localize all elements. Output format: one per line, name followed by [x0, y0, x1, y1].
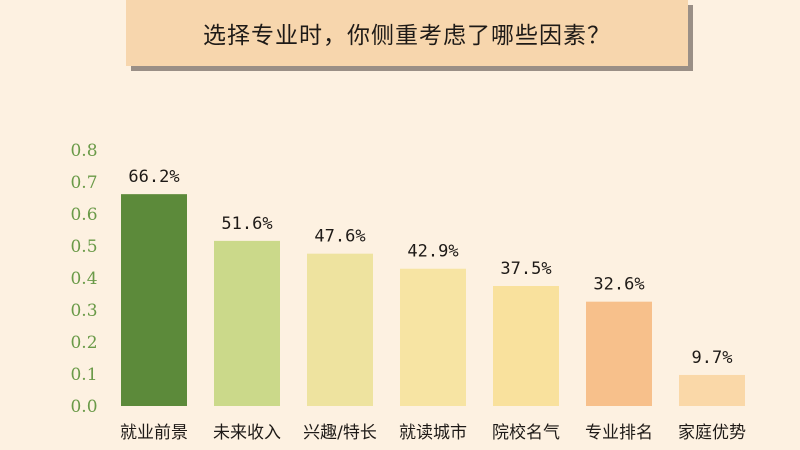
bar-6	[679, 374, 745, 406]
bar-3	[400, 268, 466, 406]
bar-4	[493, 286, 559, 406]
bar-value-label: 51.6%	[221, 214, 272, 234]
bar-5	[586, 301, 652, 406]
y-tick-label: 0.7	[70, 173, 97, 193]
chart-title: 选择专业时，你侧重考虑了哪些因素？	[203, 23, 611, 49]
category-label: 就业前景	[120, 423, 188, 443]
category-label: 就读城市	[399, 423, 467, 443]
bar-value-label: 66.2%	[128, 167, 179, 187]
category-label: 家庭优势	[678, 423, 746, 443]
bar-value-label: 9.7%	[692, 348, 733, 368]
bar-1	[214, 240, 280, 406]
bar-2	[307, 253, 373, 406]
y-tick-label: 0.2	[70, 333, 97, 353]
bar-value-label: 42.9%	[407, 242, 458, 262]
y-tick-label: 0.4	[70, 269, 97, 289]
bar-value-label: 32.6%	[593, 275, 644, 295]
y-tick-label: 0.5	[70, 237, 97, 257]
category-label: 未来收入	[213, 423, 281, 443]
category-label: 院校名气	[492, 423, 560, 443]
bar-value-label: 37.5%	[500, 259, 551, 279]
category-label: 兴趣/特长	[303, 423, 377, 443]
y-tick-label: 0.0	[70, 397, 97, 417]
category-label: 专业排名	[585, 423, 653, 443]
y-tick-label: 0.8	[70, 141, 97, 161]
title-banner: 选择专业时，你侧重考虑了哪些因素？	[126, 0, 688, 66]
y-tick-label: 0.1	[70, 365, 97, 385]
bar-value-label: 47.6%	[314, 227, 365, 247]
y-tick-label: 0.3	[70, 301, 97, 321]
y-tick-label: 0.6	[70, 205, 97, 225]
bar-0	[121, 194, 187, 406]
